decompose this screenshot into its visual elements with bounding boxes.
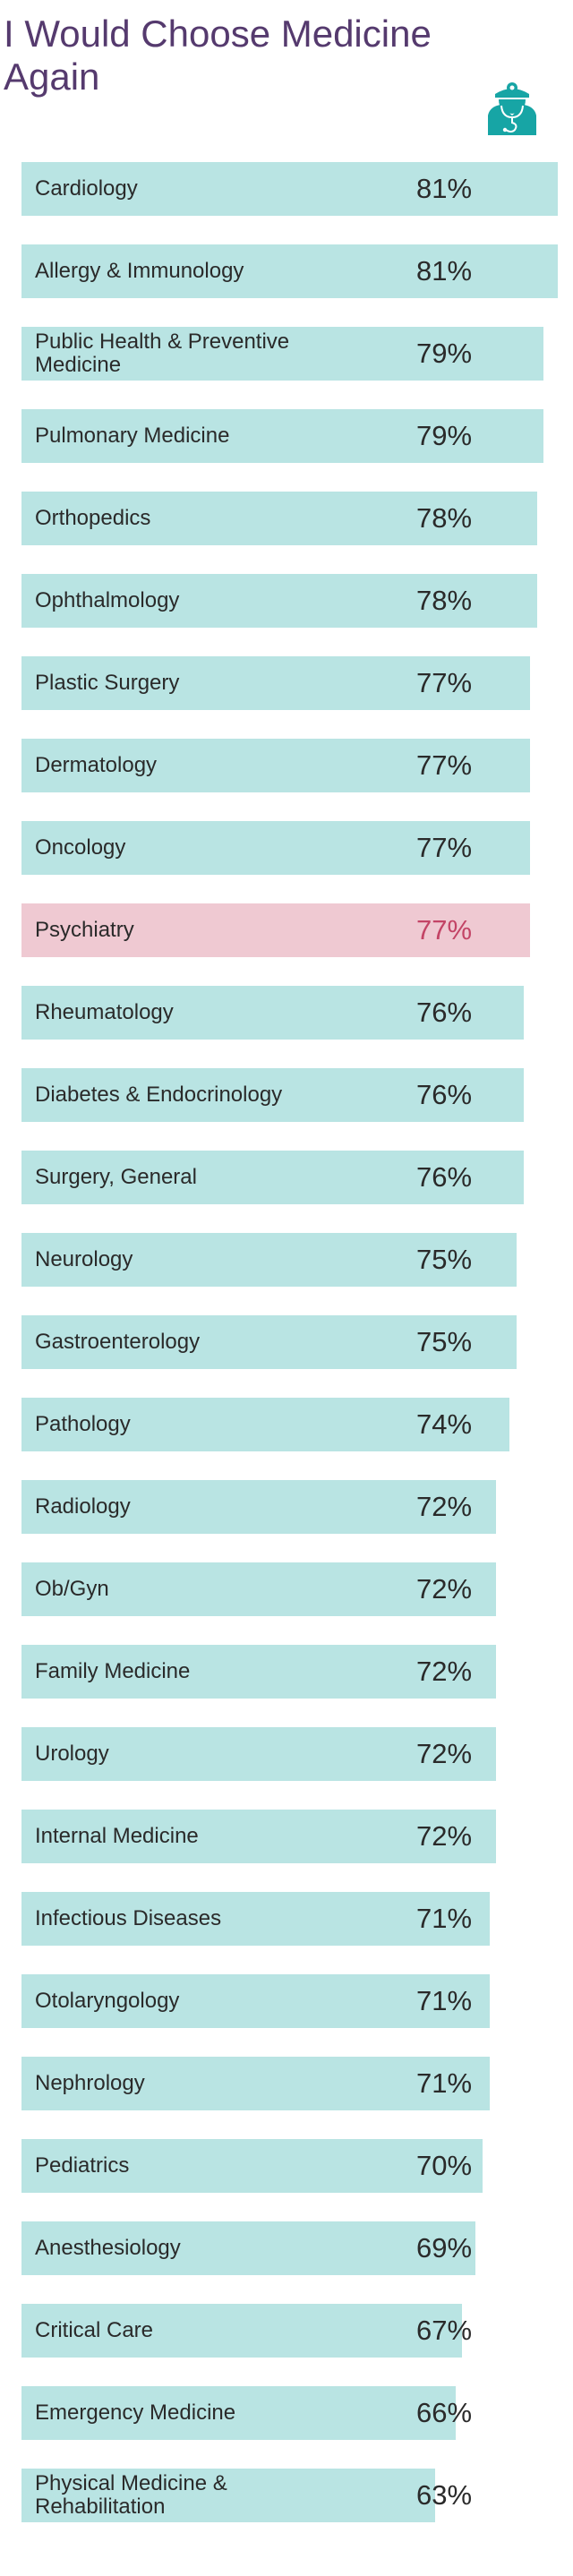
bar-label: Internal Medicine xyxy=(35,1824,199,1848)
bar-value-label: 72% xyxy=(416,1491,473,1522)
bar xyxy=(21,1315,517,1369)
bar xyxy=(21,739,531,792)
bar xyxy=(21,821,531,875)
bar-value-label: 77% xyxy=(416,749,473,781)
bar xyxy=(21,2386,456,2440)
bar xyxy=(21,1480,497,1534)
bar xyxy=(21,327,544,381)
bar-label: Oncology xyxy=(35,835,126,860)
bar-value-label: 78% xyxy=(416,502,473,534)
bar-label: Radiology xyxy=(35,1494,131,1519)
bar-value-label: 70% xyxy=(416,2150,473,2181)
bar-label: Ob/Gyn xyxy=(35,1577,109,1601)
bar xyxy=(21,2139,483,2193)
bar xyxy=(21,244,558,298)
bar-value-label: 75% xyxy=(416,1244,473,1275)
bar-label: Neurology xyxy=(35,1247,133,1271)
bar-value-label: 77% xyxy=(416,832,473,863)
bar xyxy=(21,1398,510,1451)
bar-label: Nephrology xyxy=(35,2071,145,2095)
bar xyxy=(21,1645,497,1699)
bar-value-label: 81% xyxy=(416,173,473,204)
bar-label: Infectious Diseases xyxy=(35,1906,222,1930)
bar xyxy=(21,2221,476,2275)
bar-label: Ophthalmology xyxy=(35,588,180,612)
bar-value-label: 74% xyxy=(416,1408,473,1440)
bar-label: Dermatology xyxy=(35,753,158,777)
bar-label: Anesthesiology xyxy=(35,2236,181,2260)
bar xyxy=(21,1562,497,1616)
bar-label: Cardiology xyxy=(35,176,138,201)
bar-value-label: 71% xyxy=(416,1903,473,1934)
bar xyxy=(21,1974,490,2028)
bar xyxy=(21,1233,517,1287)
bar-label: Critical Care xyxy=(35,2318,154,2342)
bar xyxy=(21,1892,490,1946)
chart-title: I Would Choose Medicine Again xyxy=(4,13,432,98)
bar-label: Family Medicine xyxy=(35,1659,191,1683)
bar xyxy=(21,656,531,710)
bar-value-label: 67% xyxy=(416,2315,473,2346)
doctor-stethoscope-icon xyxy=(488,82,536,135)
bar-value-label: 71% xyxy=(416,1985,473,2016)
bar-label: Gastroenterology xyxy=(35,1330,201,1354)
bar-label: Psychiatry xyxy=(35,918,134,942)
bar-label: Otolaryngology xyxy=(35,1989,180,2013)
bar-label: Plastic Surgery xyxy=(35,671,180,695)
bar xyxy=(21,1727,497,1781)
bar xyxy=(21,409,544,463)
bar-label: Emergency Medicine xyxy=(35,2401,236,2425)
bar xyxy=(21,162,558,216)
bar-label: Diabetes & Endocrinology xyxy=(35,1083,283,1107)
bar-label: Rheumatology xyxy=(35,1000,174,1024)
bar-label: Public Health & Preventive Medicine xyxy=(35,329,290,377)
bar-value-label: 69% xyxy=(416,2232,473,2264)
bar xyxy=(21,2057,490,2110)
bar-value-label: 75% xyxy=(416,1326,473,1357)
bar-label: Pathology xyxy=(35,1412,131,1436)
bar-label: Pediatrics xyxy=(35,2153,130,2178)
bar-value-label: 66% xyxy=(416,2397,473,2428)
bar-value-label: 78% xyxy=(416,585,473,616)
bar-label: Orthopedics xyxy=(35,506,151,530)
bar-value-label: 76% xyxy=(416,1161,473,1193)
bar xyxy=(21,1068,524,1122)
bar xyxy=(21,1151,524,1204)
bar-value-label: 72% xyxy=(416,1820,473,1852)
bar xyxy=(21,986,524,1040)
bar xyxy=(21,1810,497,1863)
bar-label: Physical Medicine & Rehabilitation xyxy=(35,2471,227,2519)
bar-label: Pulmonary Medicine xyxy=(35,424,230,448)
bar-value-label: 79% xyxy=(416,420,473,451)
bar-value-label: 72% xyxy=(416,1738,473,1769)
bar-value-label: 72% xyxy=(416,1656,473,1687)
bar-value-label: 77% xyxy=(416,914,473,946)
bar xyxy=(21,903,531,957)
bar-value-label: 72% xyxy=(416,1573,473,1605)
bar-value-label: 63% xyxy=(416,2479,473,2511)
bar-label: Surgery, General xyxy=(35,1165,197,1189)
bar xyxy=(21,2304,463,2358)
bar-value-label: 76% xyxy=(416,997,473,1028)
bar-label: Allergy & Immunology xyxy=(35,259,244,283)
bar xyxy=(21,574,537,628)
bar-value-label: 77% xyxy=(416,667,473,698)
bar-value-label: 79% xyxy=(416,338,473,369)
bar-value-label: 76% xyxy=(416,1079,473,1110)
bar-value-label: 71% xyxy=(416,2067,473,2099)
bar-value-label: 81% xyxy=(416,255,473,287)
bar xyxy=(21,2469,435,2522)
bar xyxy=(21,492,537,545)
bar-label: Urology xyxy=(35,1742,109,1766)
